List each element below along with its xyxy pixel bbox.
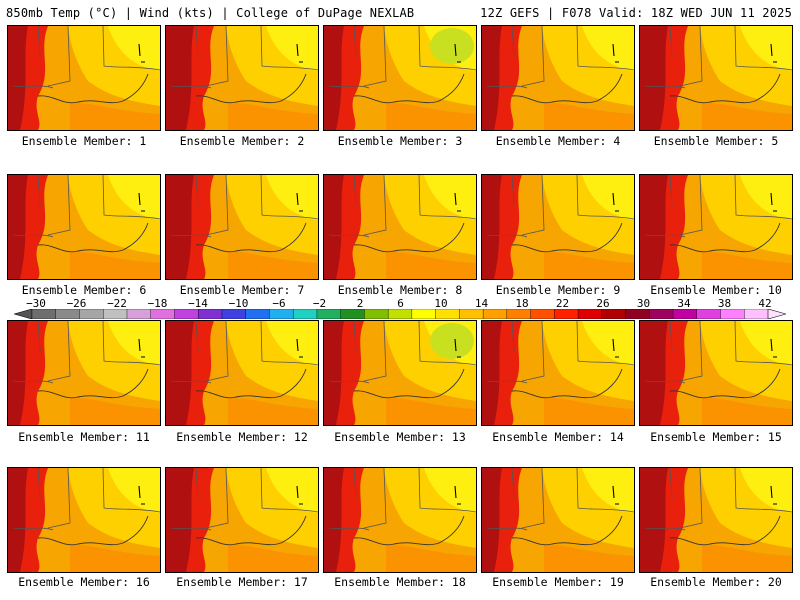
- colorbar-tick-label: 26: [596, 297, 610, 310]
- colorbar-swatch: [672, 309, 698, 319]
- colorbar-swatch: [506, 309, 532, 319]
- colorbar-swatch: [221, 309, 247, 319]
- colorbar-swatch: [174, 309, 199, 319]
- colorbar-swatch: [126, 309, 152, 319]
- colorbar-tick-label: 38: [717, 297, 732, 310]
- colorbar-swatch: [720, 309, 745, 319]
- colorbar-swatch: [316, 309, 342, 319]
- colorbar-swatch: [530, 309, 555, 319]
- colorbar-tick-label: 34: [677, 297, 691, 310]
- map-title: 850mb Temp (°C) | Wind (kts) | College o…: [6, 6, 415, 20]
- ensemble-member-label: Ensemble Member: 5: [653, 134, 779, 148]
- ensemble-member-panel: [7, 25, 161, 131]
- colorbar-swatch: [292, 309, 318, 319]
- colorbar-tick-label: −14: [188, 297, 208, 310]
- ensemble-member-panel: [481, 25, 635, 131]
- ensemble-member-panel: [323, 320, 477, 426]
- colorbar-tick-label: 14: [474, 297, 489, 310]
- colorbar-swatch: [364, 309, 389, 319]
- colorbar-swatch: [411, 309, 437, 319]
- ensemble-member-panel: [481, 320, 635, 426]
- ensemble-member-label: Ensemble Member: 4: [495, 134, 621, 148]
- ensemble-member-label: Ensemble Member: 14: [492, 430, 624, 444]
- colorbar-tick-label: 6: [397, 297, 404, 310]
- colorbar-swatch: [55, 309, 80, 319]
- ensemble-member-panel: [639, 320, 793, 426]
- colorbar-swatch: [387, 309, 413, 319]
- colorbar-left-arrow: [14, 309, 33, 319]
- ensemble-member-panel: [165, 467, 319, 573]
- ensemble-member-panel: [165, 320, 319, 426]
- ensemble-member-panel: [639, 467, 793, 573]
- colorbar-swatch: [625, 309, 650, 319]
- colorbar-tick-label: −6: [272, 297, 286, 310]
- ensemble-member-label: Ensemble Member: 16: [18, 575, 150, 589]
- colorbar-tick-label: −2: [312, 297, 327, 310]
- ensemble-member-panel: [481, 174, 635, 280]
- ensemble-member-label: Ensemble Member: 8: [337, 283, 463, 297]
- colorbar-tick-label: 30: [636, 297, 651, 310]
- ensemble-member-panel: [7, 467, 161, 573]
- colorbar-tick-label: −22: [107, 297, 127, 310]
- colorbar-swatch: [103, 309, 128, 319]
- ensemble-member-panel: [165, 174, 319, 280]
- colorbar-swatch: [696, 309, 722, 319]
- ensemble-member-label: Ensemble Member: 12: [176, 430, 308, 444]
- ensemble-member-label: Ensemble Member: 9: [495, 283, 621, 297]
- colorbar-tick-label: −30: [26, 297, 46, 310]
- colorbar-swatch: [577, 309, 603, 319]
- colorbar-swatch: [482, 309, 508, 319]
- run-valid-time: 12Z GEFS | F078 Valid: 18Z WED JUN 11 20…: [480, 6, 792, 20]
- ensemble-member-label: Ensemble Member: 3: [337, 134, 463, 148]
- ensemble-member-label: Ensemble Member: 10: [650, 283, 782, 297]
- colorbar-swatch: [601, 309, 627, 319]
- ensemble-member-label: Ensemble Member: 6: [21, 283, 147, 297]
- ensemble-member-panel: [7, 174, 161, 280]
- temperature-colorbar: [14, 309, 786, 319]
- ensemble-member-panel: [165, 25, 319, 131]
- colorbar-swatch: [150, 309, 175, 319]
- ensemble-member-panel: [323, 174, 477, 280]
- ensemble-member-panel: [7, 320, 161, 426]
- ensemble-member-label: Ensemble Member: 2: [179, 134, 305, 148]
- colorbar-swatch: [245, 309, 270, 319]
- colorbar-tick-label: −26: [66, 297, 87, 310]
- ensemble-member-label: Ensemble Member: 17: [176, 575, 308, 589]
- ensemble-member-label: Ensemble Member: 13: [334, 430, 466, 444]
- ensemble-member-label: Ensemble Member: 20: [650, 575, 782, 589]
- colorbar-swatch: [744, 309, 769, 319]
- colorbar-swatch: [435, 309, 460, 319]
- colorbar-tick-label: −10: [228, 297, 249, 310]
- ensemble-member-panel: [639, 25, 793, 131]
- ensemble-member-label: Ensemble Member: 19: [492, 575, 624, 589]
- colorbar-swatch: [269, 309, 294, 319]
- colorbar-tick-label: 2: [356, 297, 364, 310]
- ensemble-member-panel: [481, 467, 635, 573]
- ensemble-member-label: Ensemble Member: 1: [21, 134, 147, 148]
- ensemble-member-panel: [639, 174, 793, 280]
- ensemble-member-panel: [323, 467, 477, 573]
- colorbar-swatch: [459, 309, 484, 319]
- colorbar-tick-label: 42: [758, 297, 772, 310]
- colorbar-swatch: [554, 309, 579, 319]
- ensemble-member-label: Ensemble Member: 7: [179, 283, 305, 297]
- ensemble-member-label: Ensemble Member: 15: [650, 430, 782, 444]
- colorbar-swatch: [31, 309, 57, 319]
- colorbar-swatch: [340, 309, 365, 319]
- ensemble-member-panel: [323, 25, 477, 131]
- colorbar-tick-label: −18: [147, 297, 168, 310]
- ensemble-member-label: Ensemble Member: 11: [18, 430, 150, 444]
- colorbar-swatch: [79, 309, 104, 319]
- colorbar-tick-label: 10: [434, 297, 448, 310]
- colorbar-right-arrow: [767, 309, 786, 319]
- colorbar-tick-label: 18: [515, 297, 529, 310]
- colorbar-tick-label: 22: [555, 297, 570, 310]
- colorbar-swatch: [649, 309, 674, 319]
- ensemble-member-label: Ensemble Member: 18: [334, 575, 466, 589]
- colorbar-swatch: [197, 309, 223, 319]
